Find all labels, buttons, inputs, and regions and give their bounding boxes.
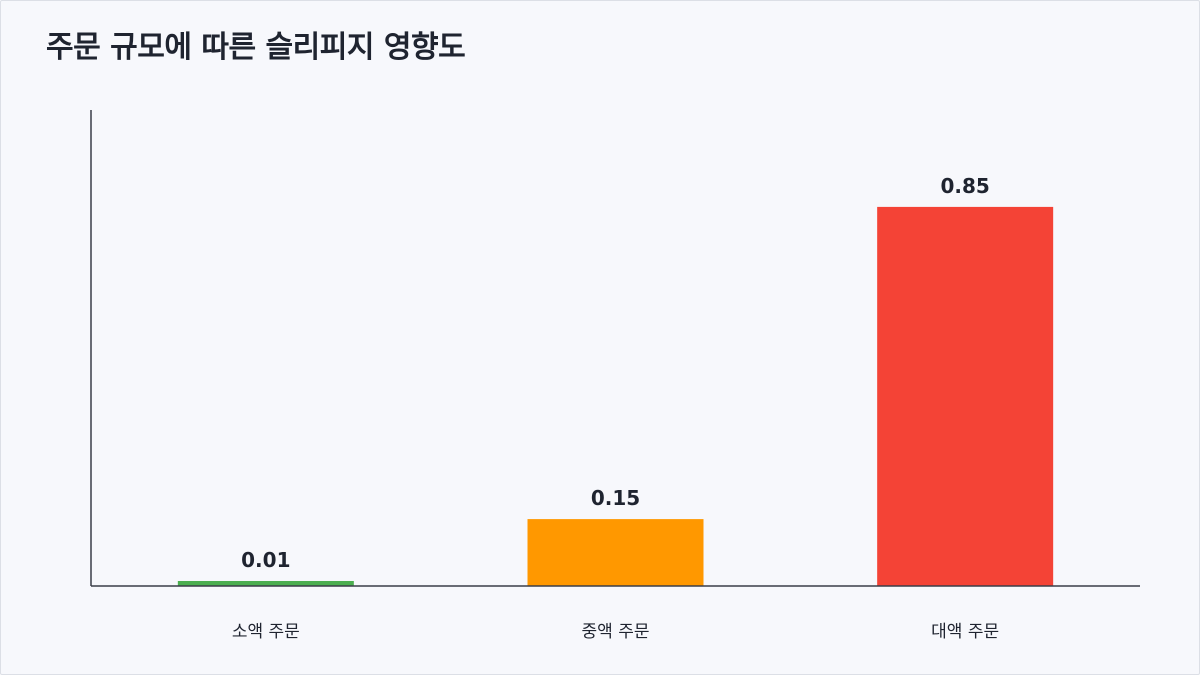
x-tick-label: 소액 주문: [232, 622, 300, 642]
bars-layer: [177, 206, 1054, 586]
chart-title: 주문 규모에 따른 슬리피지 영향도: [46, 30, 466, 65]
bar-1: [177, 581, 354, 586]
labels-layer: 0.01 소액 주문 0.15 중액 주문 0.85 대액 주문: [232, 174, 999, 642]
bar-3: [877, 206, 1054, 586]
bar-2: [527, 519, 704, 586]
bar-value-label: 0.15: [591, 486, 640, 510]
bar-value-label: 0.85: [940, 174, 989, 198]
x-tick-label: 중액 주문: [582, 622, 650, 642]
bar-value-label: 0.01: [241, 548, 290, 572]
x-tick-label: 대액 주문: [931, 622, 999, 642]
